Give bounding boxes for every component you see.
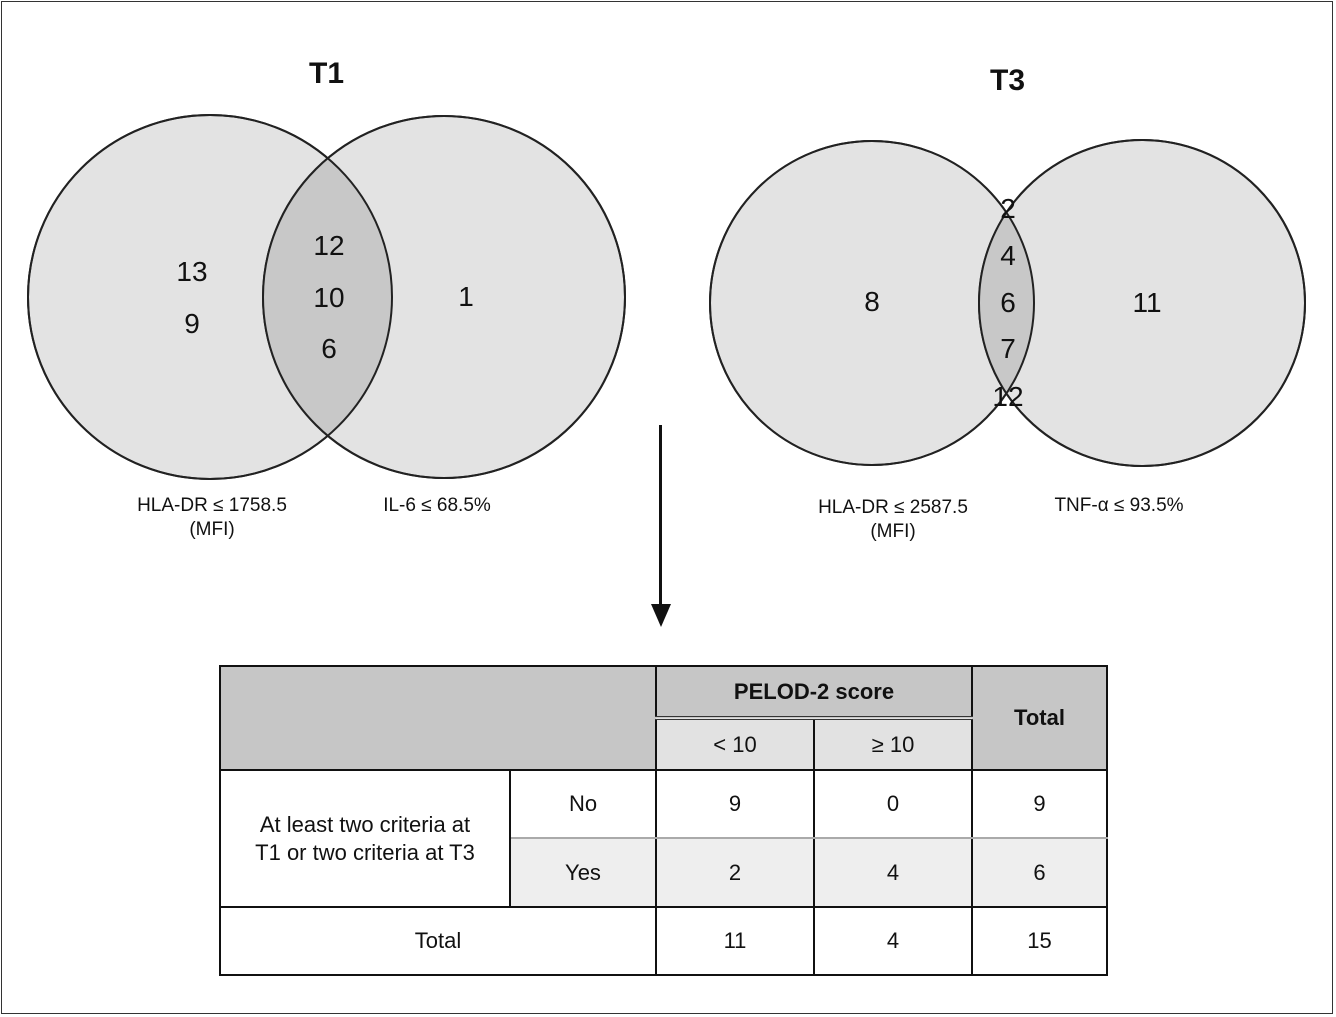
cell-no-lt10: 9 [655, 769, 815, 839]
t3-title: T3 [990, 64, 1026, 97]
row-group-label: At least two criteria at T1 or two crite… [219, 769, 511, 908]
t3-overlap-value-1: 2 [1000, 193, 1016, 224]
cell-no-total: 9 [971, 769, 1109, 839]
venn-t3 [709, 139, 1306, 467]
t1-right-value-1: 1 [458, 281, 474, 312]
t3-left-value-1: 8 [864, 286, 880, 317]
t1-left-label: HLA-DR ≤ 1758.5 (MFI) [137, 494, 287, 542]
t1-overlap-value-1: 12 [313, 230, 345, 261]
cell-yes-ge10: 4 [812, 837, 974, 908]
cell-total-lt10: 11 [655, 906, 815, 976]
t3-left-label-line-2: (MFI) [870, 521, 916, 542]
t3-overlap-value-4: 7 [1000, 333, 1016, 364]
total-column-header: Total [971, 665, 1109, 771]
cell-yes-total: 6 [971, 837, 1109, 908]
t1-overlap [263, 116, 392, 478]
pelod-header: PELOD-2 score [654, 665, 974, 720]
t3-overlap-value-2: 4 [1000, 240, 1016, 271]
table-corner-cell [219, 665, 657, 771]
t3-right-label: TNF-α ≤ 93.5% [1054, 495, 1184, 516]
sub-header-lt10: < 10 [655, 717, 815, 771]
t1-left-label-line-2: (MFI) [189, 519, 235, 540]
down-arrow-icon [651, 604, 671, 627]
pelod-table: PELOD-2 score Total < 10 ≥ 10 At least t… [219, 665, 1109, 976]
cell-yes-lt10: 2 [655, 837, 815, 908]
t3-right-value-1: 11 [1132, 287, 1162, 318]
t1-title: T1 [309, 57, 345, 90]
sub-header-ge10: ≥ 10 [812, 717, 974, 771]
t3-overlap-value-3: 6 [1000, 287, 1016, 318]
cell-no-ge10: 0 [812, 769, 974, 839]
t3-left-label: HLA-DR ≤ 2587.5 (MFI) [818, 496, 968, 544]
down-arrow-shaft [659, 425, 662, 607]
t1-overlap-value-3: 6 [321, 333, 337, 364]
row-group-label-line-2: T1 or two criteria at T3 [255, 839, 475, 865]
row-group-label-line-1: At least two criteria at [259, 811, 471, 837]
t1-left-value-2: 9 [184, 308, 200, 339]
total-row-label: Total [219, 906, 657, 976]
t1-left-label-line-1: HLA-DR ≤ 1758.5 [137, 495, 287, 516]
cell-total-ge10: 4 [812, 906, 974, 976]
t3-overlap-value-5: 12 [992, 381, 1024, 412]
t3-left-label-line-1: HLA-DR ≤ 2587.5 [818, 497, 968, 518]
t1-left-value-1: 13 [176, 256, 208, 287]
venn-t1 [27, 114, 626, 480]
cell-total-total: 15 [971, 906, 1109, 976]
row-label-no: No [509, 769, 657, 839]
row-label-yes: Yes [509, 837, 657, 908]
t1-right-label: IL-6 ≤ 68.5% [383, 495, 491, 516]
t1-overlap-value-2: 10 [313, 282, 345, 313]
